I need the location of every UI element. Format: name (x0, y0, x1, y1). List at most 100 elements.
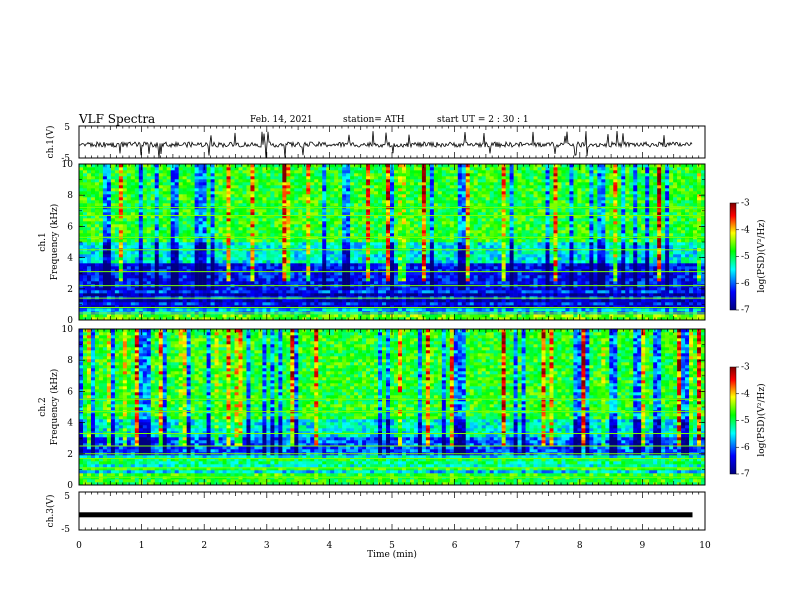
spectrogram-cell (681, 266, 686, 270)
spectrogram-cell (409, 305, 415, 309)
spectrogram-cell (473, 254, 479, 258)
spectrogram-cell (234, 308, 239, 312)
spectrogram-cell (509, 263, 514, 267)
spectrogram-cell (445, 230, 451, 234)
spectrogram-cell (457, 275, 463, 279)
spectrogram-cell (186, 317, 191, 320)
spectrogram-cell (657, 269, 662, 273)
spectrogram-cell (162, 233, 168, 237)
spectrogram-cell (501, 227, 506, 231)
spectrogram-cell (318, 293, 323, 297)
spectrogram-cell (378, 275, 383, 279)
spectrogram-cell (354, 272, 359, 276)
spectrogram-cell (270, 263, 275, 267)
spectrogram-cell (561, 293, 566, 297)
spectrogram-cell (585, 305, 590, 309)
spectrogram-cell (326, 257, 331, 261)
spectrogram-cell (549, 230, 554, 234)
spectrogram-cell (82, 272, 88, 276)
spectrogram-cell (513, 233, 518, 237)
spectrogram-cell (374, 263, 379, 267)
spectrogram-cell (533, 224, 538, 228)
spectrogram-cell (206, 263, 211, 267)
spectrogram-cell (477, 290, 483, 294)
spectrogram-cell (258, 251, 263, 255)
spectrogram-cell (529, 302, 534, 306)
spectrogram-cell (282, 293, 287, 297)
spectrogram-cell (545, 281, 550, 285)
spectrogram-cell (370, 302, 375, 306)
spectrogram-cell (218, 263, 223, 267)
spectrogram-cell (294, 242, 299, 246)
spectrogram-cell (685, 233, 690, 237)
spectrogram-cell (222, 257, 227, 261)
spectrogram-cell (194, 260, 199, 264)
spectrogram-cell (234, 260, 239, 264)
spectrogram-cell (613, 254, 618, 258)
spectrogram-cell (262, 266, 267, 270)
spectrogram-cell (393, 224, 399, 228)
spectrogram-cell (154, 239, 160, 243)
spectrogram-cell (150, 317, 156, 320)
spectrogram-cell (186, 227, 191, 231)
spectrogram-cell (485, 287, 490, 291)
spectrogram-cell (382, 266, 387, 270)
spectrogram-cell (262, 308, 267, 312)
spectrogram-cell (477, 269, 483, 273)
spectrogram-cell (278, 308, 283, 312)
spectrogram-cell (497, 290, 502, 294)
spectrogram-cell (433, 263, 439, 267)
spectrogram-cell (681, 287, 686, 291)
spectrogram-cell (322, 257, 327, 261)
spectrogram-cell (509, 242, 514, 246)
spectrogram-cell (465, 263, 471, 267)
spectrogram-cell (154, 230, 160, 234)
spectrogram-cell (310, 242, 315, 246)
spectrogram-cell (202, 224, 207, 228)
spectrogram-cell (505, 233, 510, 237)
spectrogram-cell (597, 293, 602, 297)
spectrogram-cell (242, 290, 247, 294)
spectrogram-cell (270, 287, 275, 291)
spectrogram-cell (130, 275, 136, 279)
spectrogram-cell (661, 254, 666, 258)
spectrogram-cell (282, 269, 287, 273)
spectrogram-cell (270, 230, 275, 234)
spectrogram-cell (302, 275, 307, 279)
spectrogram-cell (342, 305, 347, 309)
spectrogram-cell (509, 305, 514, 309)
spectrogram-cell (246, 314, 251, 318)
spectrogram-cell (645, 239, 650, 243)
spectrogram-cell (334, 227, 339, 231)
spectrogram-cell (397, 245, 403, 249)
spectrogram-cell (190, 257, 195, 261)
spectrogram-cell (677, 293, 682, 297)
spectrogram-cell (222, 287, 227, 291)
spectrogram-cell (238, 260, 243, 264)
spectrogram-cell (290, 260, 295, 264)
spectrogram-cell (190, 287, 195, 291)
spectrogram-cell (242, 281, 247, 285)
spectrogram-cell (182, 299, 187, 303)
spectrogram-cell (270, 245, 275, 249)
spectrogram-cell (497, 260, 502, 264)
spectrogram-cell (226, 254, 231, 258)
spectrogram-cell (278, 257, 283, 261)
spectrogram-cell (569, 305, 574, 309)
spectrogram-cell (593, 233, 598, 237)
spectrogram-cell (433, 260, 439, 264)
spectrogram-cell (370, 254, 375, 258)
spectrogram-cell (409, 224, 415, 228)
spectrogram-cell (206, 317, 211, 320)
spectrogram-cell (310, 227, 315, 231)
spectrogram-cell (274, 293, 279, 297)
spectrogram-cell (433, 230, 439, 234)
spectrogram-cell (449, 308, 455, 312)
spectrogram-cell (126, 266, 132, 270)
spectrogram-cell (461, 254, 467, 258)
spectrogram-cell (90, 230, 96, 234)
spectrogram-cell (565, 245, 570, 249)
spectrogram-cell (342, 233, 347, 237)
spectrogram-cell (182, 278, 187, 282)
spectrogram-cell (521, 263, 526, 267)
